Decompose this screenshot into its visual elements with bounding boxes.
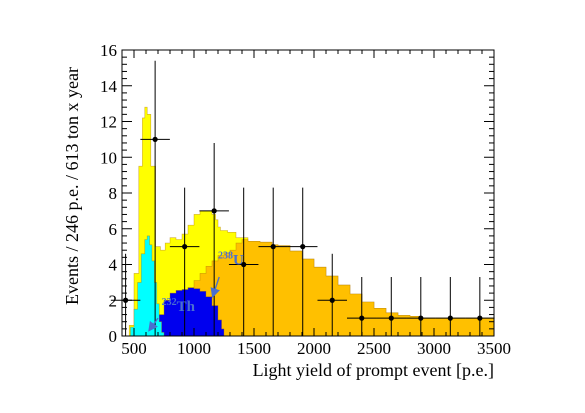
data-point-2 (140, 60, 170, 336)
y-tick-label: 2 (109, 291, 118, 310)
data-marker (329, 297, 335, 303)
data-point-3 (169, 187, 200, 336)
y-tick-label: 4 (109, 256, 118, 275)
data-point-5 (228, 187, 259, 336)
series-outline-232Th (126, 235, 165, 337)
annotation-text: U (233, 253, 244, 269)
y-tick-label: 16 (100, 41, 117, 60)
y-tick-label: 14 (100, 77, 118, 96)
data-marker (300, 244, 306, 250)
x-tick-label: 500 (121, 339, 147, 358)
data-marker (270, 244, 276, 250)
annotation-superscript: 238 (218, 251, 233, 262)
annotation-text: Th (177, 299, 196, 315)
axes: 500 1000 1500 2000 2500 3000 3500 0 2 4 6 8 10 12 14 16 (100, 41, 511, 358)
y-tick-label: 12 (100, 113, 117, 132)
annotations: 232Th 238U (148, 251, 244, 332)
data-marker (388, 315, 394, 321)
data-point-6 (258, 187, 288, 336)
data-marker (211, 208, 217, 214)
series-outline-238U (146, 287, 225, 337)
data-point-4 (199, 142, 229, 336)
data-point-12 (435, 277, 466, 336)
data-point-8 (317, 253, 347, 336)
y-tick-label: 8 (109, 184, 118, 203)
x-tick-label: 1000 (177, 339, 211, 358)
x-tick-label: 2000 (297, 339, 331, 358)
x-tick-label: 3500 (477, 339, 511, 358)
x-tick-label: 3000 (417, 339, 451, 358)
data-point-11 (406, 277, 436, 336)
data-point-9 (347, 277, 377, 336)
data-point-10 (376, 277, 407, 336)
annotation-label-u: 238U (218, 251, 244, 269)
x-tick-label: 2500 (357, 339, 391, 358)
y-tick-label: 6 (109, 220, 118, 239)
annotation-label-th: 232Th (162, 297, 196, 315)
data-point-7 (287, 187, 318, 336)
y-tick-label: 0 (109, 327, 118, 346)
data-points (110, 60, 495, 336)
data-marker (447, 315, 453, 321)
data-marker (418, 315, 424, 321)
data-marker (182, 244, 188, 250)
data-marker (152, 136, 158, 142)
series-orange (152, 239, 494, 336)
annotation-superscript: 232 (162, 297, 177, 308)
annotation-arrow-u (210, 276, 220, 299)
x-axis-title: Light yield of prompt event [p.e.] (253, 360, 494, 380)
y-tick-label: 10 (100, 148, 117, 167)
y-axis-title: Events / 246 p.e. / 613 ton x year (62, 67, 82, 305)
data-marker (241, 261, 247, 268)
annotation-arrow-th (148, 317, 159, 332)
data-point-13 (465, 277, 495, 336)
data-marker (359, 315, 365, 321)
data-marker (477, 315, 483, 321)
x-tick-label: 1500 (237, 339, 271, 358)
